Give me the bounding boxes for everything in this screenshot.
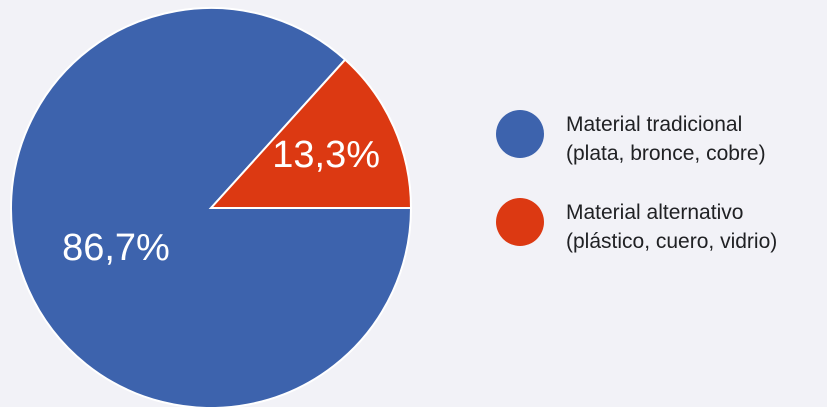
- legend-label-line2: (plástico, cuero, vidrio): [566, 230, 778, 253]
- chart-legend: Material tradicional (plata, bronce, cob…: [496, 110, 826, 286]
- legend-label-traditional: Material tradicional (plata, bronce, cob…: [566, 110, 766, 168]
- legend-item-alternative[interactable]: Material alternativo (plástico, cuero, v…: [496, 198, 826, 256]
- legend-label-alternative: Material alternativo (plástico, cuero, v…: [566, 198, 777, 256]
- legend-label-line1: Material alternativo: [566, 201, 744, 224]
- legend-swatch-alternative: [496, 198, 544, 246]
- legend-label-line2: (plata, bronce, cobre): [566, 142, 766, 165]
- legend-swatch-traditional: [496, 110, 544, 158]
- legend-label-line1: Material tradicional: [566, 113, 743, 136]
- legend-item-traditional[interactable]: Material tradicional (plata, bronce, cob…: [496, 110, 826, 168]
- pie-slice-alternative[interactable]: [208, 58, 413, 209]
- slice-label-alternative: 13,3%: [272, 134, 380, 176]
- slice-label-traditional: 86,7%: [62, 227, 170, 269]
